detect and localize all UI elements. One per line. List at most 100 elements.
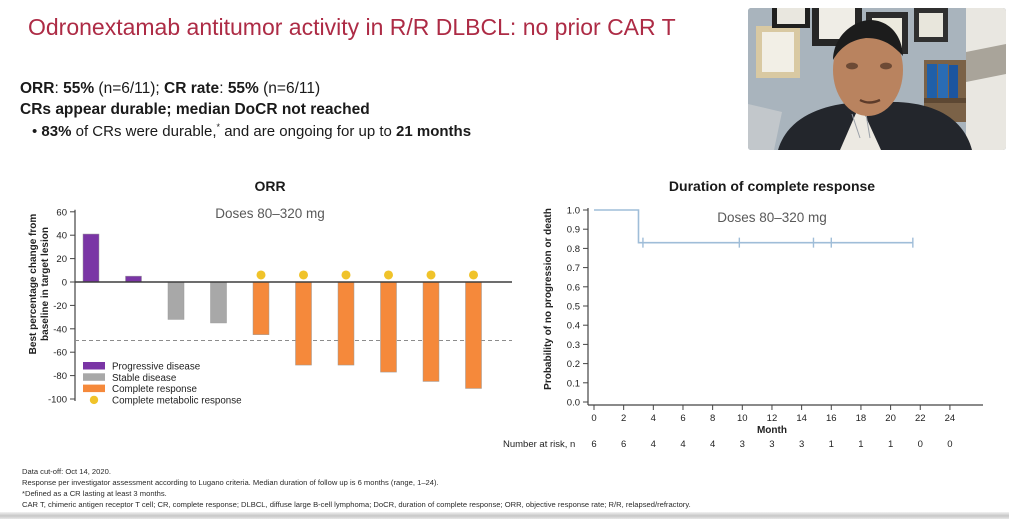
legend-swatch (83, 384, 105, 393)
number-at-risk-value: 4 (650, 439, 656, 450)
footnotes: Data cut-off: Oct 14, 2020. Response per… (22, 466, 691, 510)
complete-metabolic-response-dot (384, 270, 393, 280)
curtain (966, 8, 1006, 150)
bullet-line: • 83% of CRs were durable,* and are ongo… (32, 122, 472, 140)
number-at-risk-value: 3 (739, 439, 745, 450)
x-tick-label: 8 (710, 413, 715, 424)
orr-label: ORR (20, 80, 55, 97)
y-tick-label: 0.6 (567, 282, 580, 293)
y-tick-label: 20 (56, 254, 67, 265)
footnote-line: *Defined as a CR lasting at least 3 mont… (22, 489, 167, 498)
legend-swatch (83, 362, 105, 370)
y-tick-label: -60 (53, 348, 67, 359)
speaker-hair (833, 20, 903, 60)
number-at-risk-value: 4 (680, 439, 686, 450)
number-at-risk-value: 1 (858, 439, 864, 450)
suit-shoulders (778, 102, 972, 150)
x-axis-label: Month (757, 425, 787, 434)
x-tick-label: 12 (767, 413, 778, 424)
y-tick-label: 0.5 (567, 302, 580, 313)
docr-km-chart: 1.0 0.9 0.8 0.7 0.6 0.5 0.4 0.3 0.2 0.1 0.0 0 2 4 6 8 10… (567, 206, 983, 434)
speaker-head (833, 24, 903, 116)
speaker (778, 20, 972, 150)
complete-metabolic-response-dot (256, 270, 266, 280)
survival-curve (594, 209, 913, 244)
orr-stats-line: ORR: 55% (n=6/11); CR rate: 55% (n=6/11) (20, 80, 321, 97)
legend-label: Progressive disease (112, 362, 201, 373)
y-tick-label: 0 (62, 278, 67, 289)
y-tick-label: -100 (48, 395, 67, 406)
player-edge-strip (0, 512, 1009, 519)
speaker-mouth (859, 98, 881, 104)
checkered-shirt (840, 104, 881, 150)
number-at-risk-value: 0 (947, 439, 953, 450)
y-tick-label: 0.0 (567, 398, 580, 409)
speaker-video[interactable] (748, 8, 1006, 150)
y-tick-label: 1.0 (567, 206, 580, 217)
x-tick-label: 2 (621, 413, 626, 424)
speaker-video-scene (748, 8, 1006, 150)
y-tick-label: 0.2 (567, 359, 580, 370)
complete-metabolic-response-dot (299, 270, 308, 280)
x-tick-label: 24 (945, 413, 956, 424)
number-at-risk-value: 3 (798, 439, 805, 450)
number-at-risk-value: 1 (828, 439, 834, 450)
y-tick-label: 60 (56, 207, 67, 218)
y-tick-label: 0.3 (567, 340, 580, 351)
durability-line: CRs appear durable; median DoCR not reac… (20, 101, 370, 118)
number-at-risk-value: 3 (769, 439, 775, 450)
patient-bar (380, 281, 397, 373)
footnote-asterisk: * (216, 122, 221, 132)
x-tick-label: 14 (796, 413, 807, 424)
footnote-line: CAR T, chimeric antigen receptor T cell;… (22, 500, 691, 509)
legend-swatch (83, 373, 105, 381)
legend-swatch (89, 395, 99, 405)
orr-chart-title: ORR (254, 178, 286, 194)
number-at-risk-value: 1 (887, 439, 894, 450)
y-tick-label: 0.1 (567, 378, 580, 389)
cr-rate-label: CR rate (164, 80, 220, 97)
x-tick-label: 20 (885, 413, 896, 424)
orr-waterfall-chart: 60 40 20 0 -20 -40 -60 -80 -100 Progressive disea… (48, 207, 512, 406)
patient-bar (465, 281, 482, 389)
y-tick-label: -40 (53, 324, 67, 335)
x-tick-label: 0 (591, 413, 596, 424)
y-tick-label: -20 (53, 301, 67, 312)
bullet-marker: • (32, 123, 42, 140)
x-tick-label: 10 (737, 413, 748, 424)
x-tick-label: 16 (826, 413, 837, 424)
legend-label: Stable disease (112, 373, 177, 384)
x-tick-label: 18 (856, 413, 867, 424)
patient-bar (125, 275, 142, 283)
number-at-risk-label: Number at risk, n (503, 439, 576, 450)
y-tick-label: -80 (53, 371, 67, 382)
number-at-risk-value: 4 (709, 439, 716, 450)
patient-bar (82, 233, 100, 283)
footnote-line: Response per investigator assessment acc… (22, 478, 439, 487)
number-at-risk-row: Number at risk, n 6 6 4 4 4 3 3 3 1 1 1 0 0 (0, 439, 1009, 455)
orr-chart-subtitle: Doses 80–320 mg (215, 206, 325, 221)
slide-title: Odronextamab antitumor activity in R/R D… (28, 14, 676, 40)
y-tick-label: 0.7 (567, 263, 580, 274)
x-tick-label: 6 (680, 413, 685, 424)
bookshelf (924, 60, 970, 122)
patient-bar (252, 281, 270, 335)
complete-metabolic-response-dot (469, 270, 478, 280)
patient-bar (210, 281, 227, 324)
number-at-risk-value: 6 (591, 439, 597, 450)
legend-label: Complete metabolic response (112, 395, 242, 406)
chair (748, 104, 782, 150)
y-tick-label: 0.8 (567, 244, 580, 255)
docr-chart-title: Duration of complete response (668, 178, 876, 194)
patient-bar (167, 281, 185, 320)
y-tick-label: 0.4 (567, 321, 580, 332)
legend-label: Complete response (112, 384, 198, 395)
number-at-risk-value: 0 (917, 439, 923, 450)
footnote-line: Data cut-off: Oct 14, 2020. (22, 467, 111, 476)
number-at-risk-value: 6 (621, 439, 627, 450)
docr-chart-subtitle: Doses 80–320 mg (717, 210, 827, 225)
y-tick-label: 0.9 (567, 225, 580, 236)
y-tick-label: 40 (56, 231, 67, 242)
complete-metabolic-response-dot (426, 270, 436, 280)
